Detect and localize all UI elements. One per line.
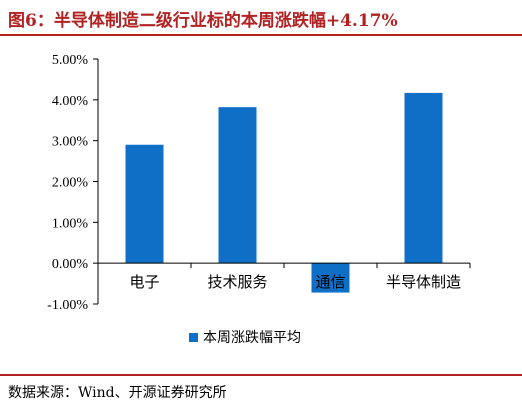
y-tick-label: 5.00% <box>52 53 89 68</box>
x-tick-label: 通信 <box>315 273 345 291</box>
source-note: 数据来源：Wind、开源证券研究所 <box>8 385 227 401</box>
bar-2 <box>218 107 257 264</box>
x-axis: 电子 技术服务 通信 半导体制造 <box>97 262 471 291</box>
bar-1 <box>125 144 164 264</box>
x-tick-label: 技术服务 <box>207 273 267 291</box>
legend-label: 本周涨跌幅平均 <box>203 330 301 346</box>
legend-swatch <box>189 333 198 342</box>
bars <box>125 92 443 293</box>
figure-title: 图6：半导体制造二级行业标的本周涨跌幅+4.17% <box>8 11 398 31</box>
x-tick-label: 电子 <box>129 273 159 291</box>
bar-4 <box>404 92 443 264</box>
source-note-bar: 数据来源：Wind、开源证券研究所 <box>0 374 522 405</box>
x-tick-label: 半导体制造 <box>386 273 461 291</box>
y-tick-label: 1.00% <box>52 216 89 231</box>
y-tick-label: 2.00% <box>52 176 89 191</box>
y-tick-label: 0.00% <box>52 257 89 272</box>
legend: 本周涨跌幅平均 <box>189 330 301 346</box>
y-tick-label: 4.00% <box>52 94 89 109</box>
y-axis: 5.00% 4.00% 3.00% 2.00% 1.00% 0.00% -1.00% <box>47 53 99 313</box>
y-tick-label: -1.00% <box>47 298 88 313</box>
y-tick-label: 3.00% <box>52 135 89 150</box>
bar-chart: 5.00% 4.00% 3.00% 2.00% 1.00% 0.00% -1.00% 电子 技… <box>47 53 471 346</box>
bar-3 <box>311 263 350 293</box>
figure-title-bar: 图6：半导体制造二级行业标的本周涨跌幅+4.17% <box>0 0 522 36</box>
